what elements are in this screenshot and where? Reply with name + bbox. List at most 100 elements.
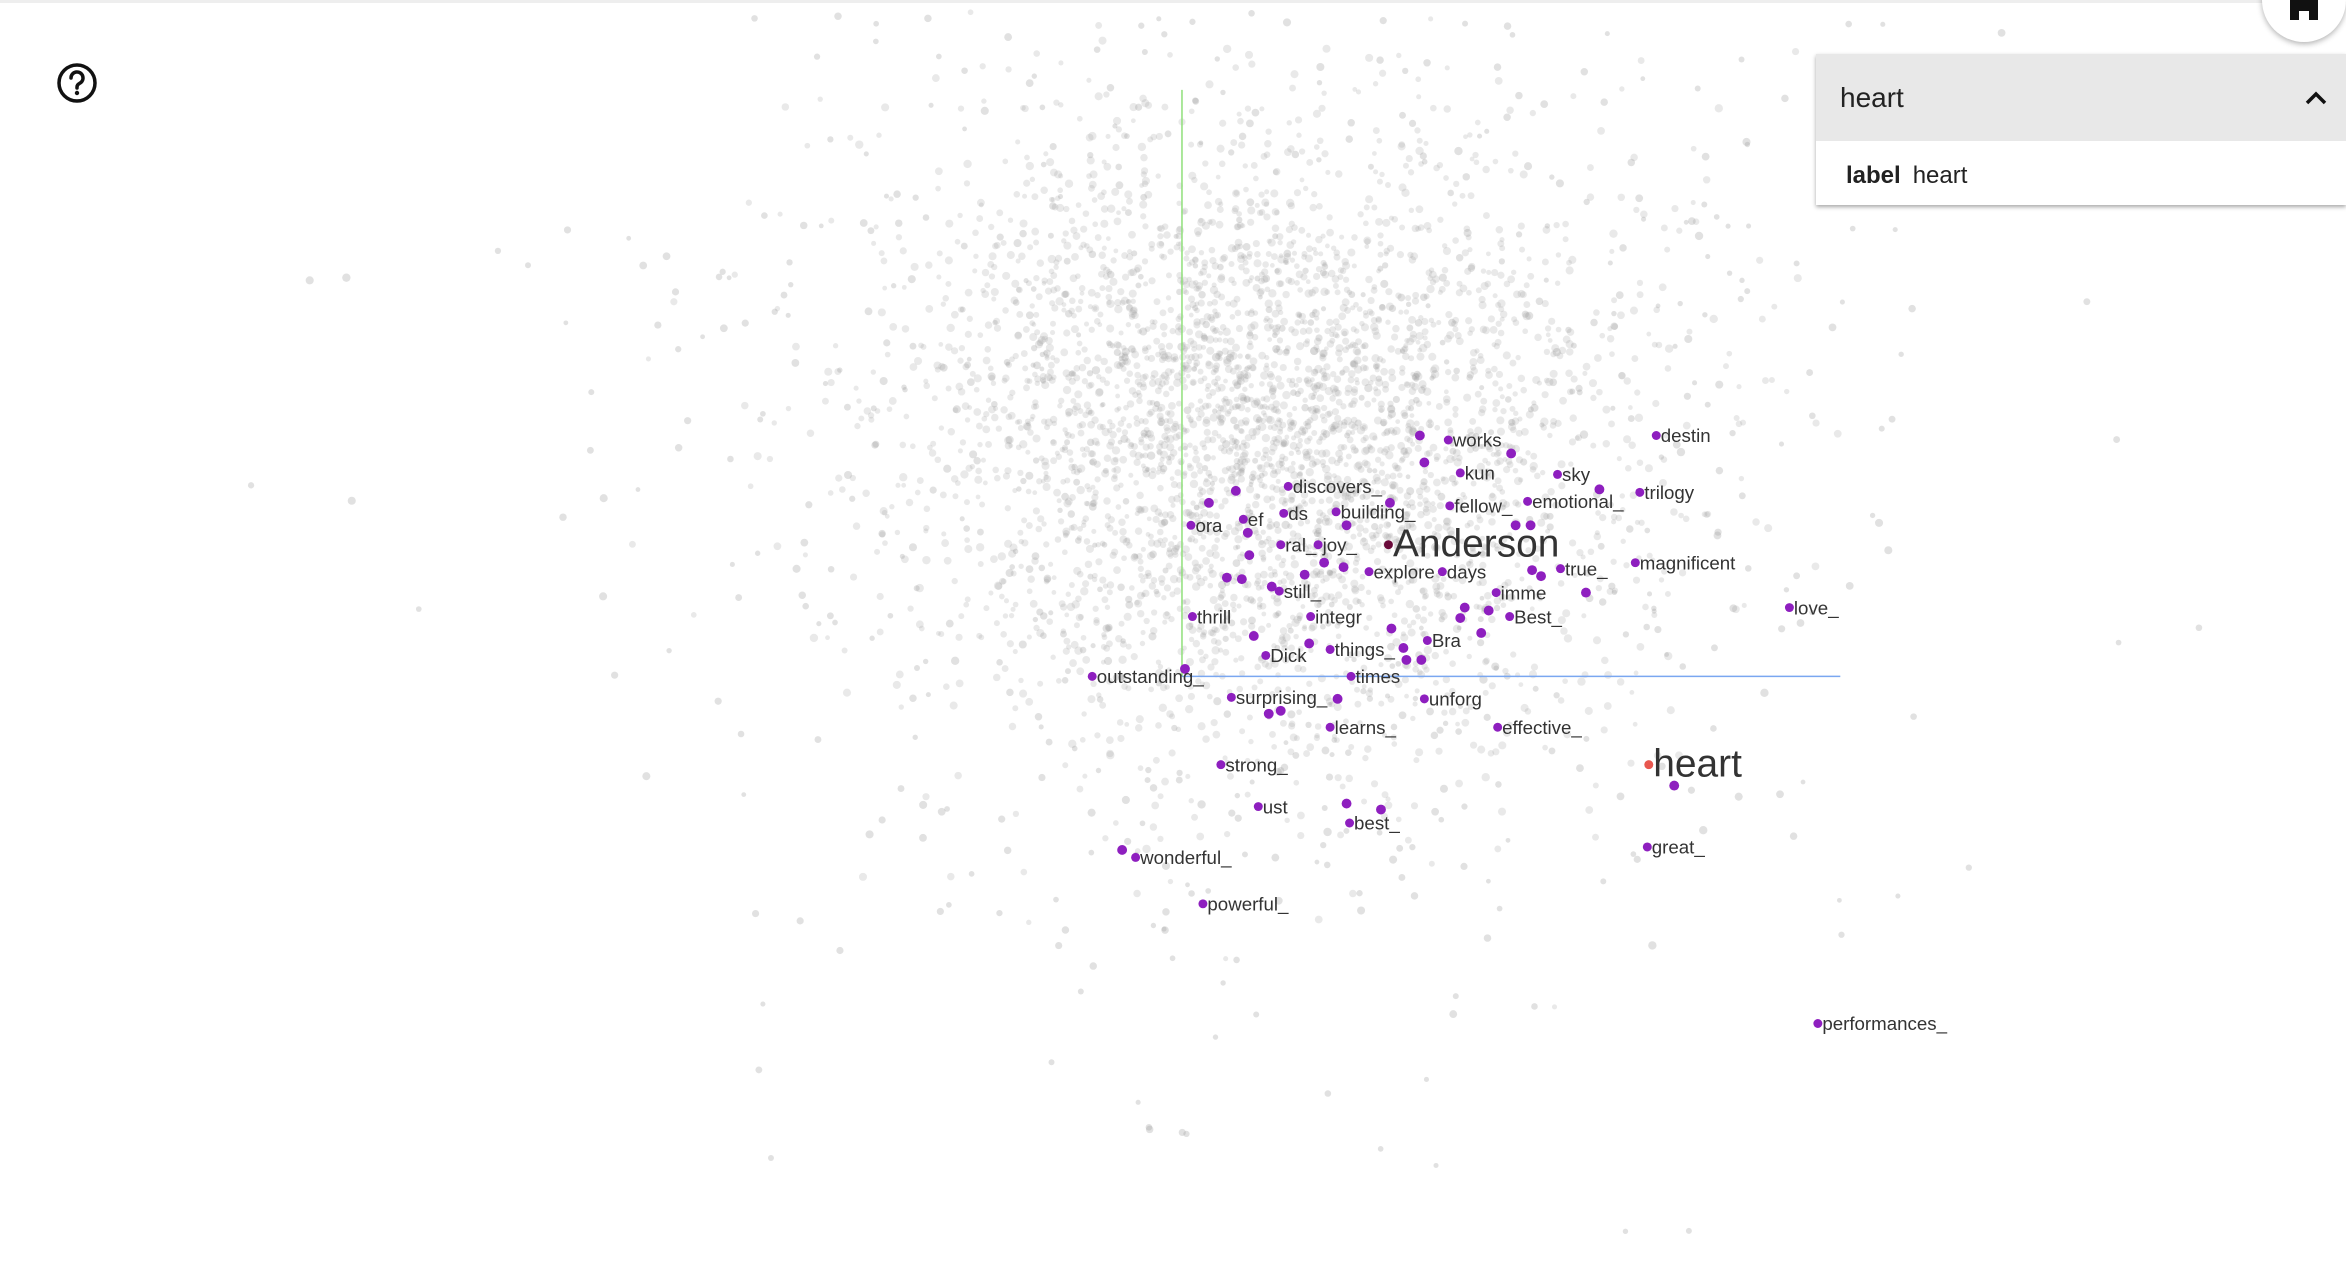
neighbor-point[interactable]	[1443, 435, 1453, 445]
neighbor-point[interactable]	[1186, 520, 1196, 530]
neighbor-point[interactable]	[1553, 469, 1563, 479]
neighbor-point[interactable]	[1505, 612, 1515, 622]
background-point	[1209, 480, 1216, 487]
neighbor-point[interactable]	[1248, 631, 1259, 641]
background-point	[1482, 457, 1488, 464]
neighbor-point[interactable]	[1491, 588, 1501, 598]
neighbor-point[interactable]	[1325, 644, 1335, 654]
point-label: strong_	[1225, 754, 1288, 776]
chevron-up-icon[interactable]	[2302, 84, 2330, 112]
background-point	[843, 470, 853, 480]
background-point	[1076, 535, 1083, 541]
neighbor-point[interactable]	[1784, 603, 1794, 613]
neighbor-point[interactable]	[1306, 612, 1316, 622]
neighbor-point[interactable]	[1346, 671, 1356, 681]
background-point	[1136, 491, 1144, 500]
neighbor-point[interactable]	[1364, 567, 1374, 577]
panel-header[interactable]: heart	[1816, 54, 2346, 141]
neighbor-point[interactable]	[1401, 654, 1412, 665]
neighbor-point[interactable]	[1331, 507, 1341, 517]
neighbor-point[interactable]	[1274, 586, 1284, 596]
neighbor-point[interactable]	[1263, 708, 1274, 719]
neighbor-point[interactable]	[1319, 557, 1330, 568]
background-point	[1071, 600, 1080, 609]
neighbor-point[interactable]	[1253, 802, 1263, 812]
neighbor-point[interactable]	[1345, 818, 1355, 828]
neighbor-point[interactable]	[1455, 613, 1466, 623]
neighbor-point[interactable]	[1506, 448, 1517, 459]
neighbor-point[interactable]	[1283, 481, 1293, 491]
neighbor-point[interactable]	[1221, 572, 1232, 583]
neighbor-point[interactable]	[1414, 430, 1425, 441]
neighbor-point[interactable]	[1386, 623, 1397, 634]
neighbor-point[interactable]	[1244, 550, 1255, 561]
neighbor-point[interactable]	[1445, 501, 1455, 511]
background-point	[1351, 585, 1359, 593]
neighbor-point[interactable]	[1581, 587, 1591, 598]
background-point	[1395, 419, 1401, 424]
background-point	[1325, 608, 1332, 616]
background-point	[1519, 576, 1525, 582]
neighbor-point[interactable]	[1459, 602, 1470, 613]
neighbor-point[interactable]	[1276, 540, 1286, 550]
help-icon[interactable]	[56, 62, 98, 104]
neighbor-point[interactable]	[1332, 693, 1343, 704]
neighbor-point[interactable]	[1419, 694, 1429, 704]
background-point	[1282, 455, 1289, 462]
neighbor-point[interactable]	[1216, 760, 1226, 770]
background-point	[1144, 433, 1150, 439]
neighbor-point[interactable]	[1383, 540, 1393, 550]
neighbor-point[interactable]	[1325, 722, 1335, 732]
background-point	[1244, 50, 1254, 59]
neighbor-point[interactable]	[1236, 574, 1247, 585]
neighbor-point[interactable]	[1416, 654, 1427, 665]
neighbor-point[interactable]	[1117, 845, 1128, 855]
neighbor-point[interactable]	[1338, 562, 1349, 573]
background-point	[1455, 779, 1463, 788]
neighbor-point[interactable]	[1226, 692, 1236, 702]
background-point	[1308, 455, 1315, 462]
neighbor-point[interactable]	[1341, 798, 1352, 809]
neighbor-point[interactable]	[1087, 671, 1097, 681]
neighbor-point[interactable]	[1476, 628, 1487, 638]
neighbor-point[interactable]	[1131, 852, 1141, 862]
neighbor-point[interactable]	[1635, 487, 1645, 497]
background-point	[1087, 450, 1095, 458]
neighbor-point[interactable]	[1187, 612, 1197, 622]
background-point	[1136, 552, 1143, 560]
neighbor-point[interactable]	[1813, 1019, 1823, 1028]
background-point	[1191, 353, 1200, 362]
neighbor-point[interactable]	[1493, 722, 1503, 732]
neighbor-point[interactable]	[1238, 514, 1248, 524]
background-point	[1124, 514, 1130, 519]
background-point	[1731, 605, 1740, 614]
neighbor-point[interactable]	[1422, 635, 1432, 645]
neighbor-point[interactable]	[1203, 497, 1214, 508]
neighbor-point[interactable]	[1419, 457, 1430, 468]
neighbor-point[interactable]	[1644, 760, 1654, 770]
neighbor-point[interactable]	[1455, 468, 1465, 478]
neighbor-point[interactable]	[1527, 565, 1538, 576]
neighbor-point[interactable]	[1642, 842, 1652, 852]
neighbor-point[interactable]	[1523, 496, 1533, 506]
background-point	[1682, 421, 1691, 430]
neighbor-point[interactable]	[1437, 567, 1447, 577]
background-point	[1017, 425, 1024, 432]
neighbor-point[interactable]	[1630, 558, 1640, 568]
background-point	[1265, 662, 1273, 670]
neighbor-point[interactable]	[1651, 431, 1661, 440]
background-point	[1055, 453, 1062, 460]
background-point	[1400, 447, 1409, 456]
background-point	[1239, 452, 1248, 461]
neighbor-point[interactable]	[1230, 485, 1241, 496]
neighbor-point[interactable]	[1198, 899, 1208, 909]
neighbor-point[interactable]	[1483, 605, 1494, 616]
neighbor-point[interactable]	[1536, 571, 1546, 582]
neighbor-point[interactable]	[1299, 569, 1310, 580]
background-point	[1026, 421, 1032, 427]
background-point	[1375, 527, 1383, 535]
neighbor-point[interactable]	[1398, 643, 1409, 653]
neighbor-point[interactable]	[1279, 508, 1289, 518]
neighbor-point[interactable]	[1261, 650, 1271, 660]
